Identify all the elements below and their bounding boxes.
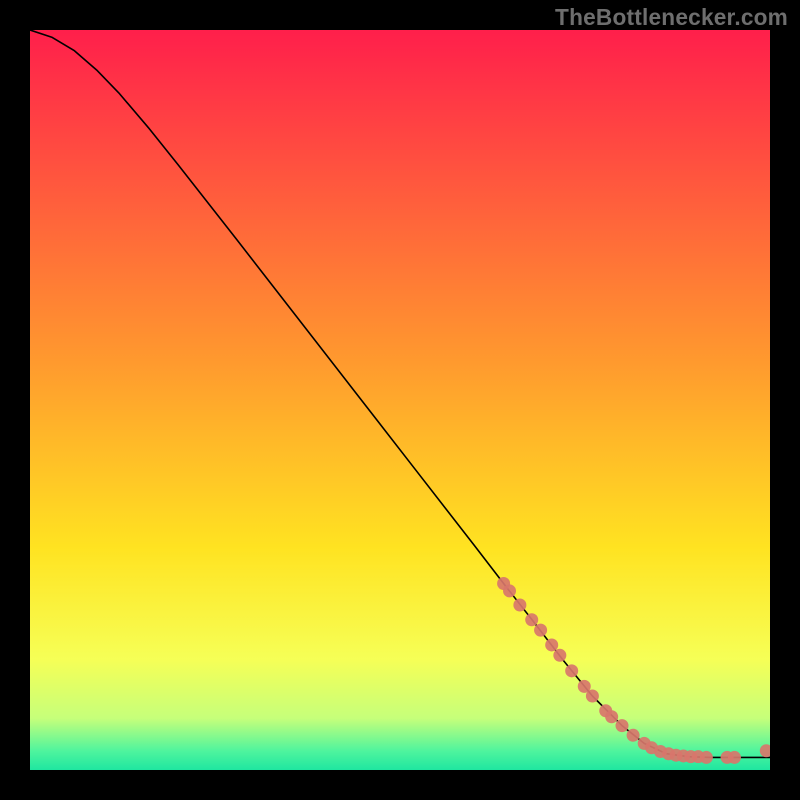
data-marker bbox=[534, 624, 547, 637]
chart-background bbox=[30, 30, 770, 770]
data-marker bbox=[616, 719, 629, 732]
data-marker bbox=[553, 649, 566, 662]
data-marker bbox=[728, 751, 741, 764]
chart-svg bbox=[30, 30, 770, 770]
watermark-text: TheBottlenecker.com bbox=[555, 4, 788, 31]
data-marker bbox=[545, 638, 558, 651]
data-marker bbox=[503, 584, 516, 597]
data-marker bbox=[700, 751, 713, 764]
data-marker bbox=[565, 664, 578, 677]
data-marker bbox=[627, 729, 640, 742]
data-marker bbox=[586, 690, 599, 703]
data-marker bbox=[525, 613, 538, 626]
chart-stage: TheBottlenecker.com bbox=[0, 0, 800, 800]
data-marker bbox=[513, 598, 526, 611]
plot-area bbox=[30, 30, 770, 770]
data-marker bbox=[605, 710, 618, 723]
